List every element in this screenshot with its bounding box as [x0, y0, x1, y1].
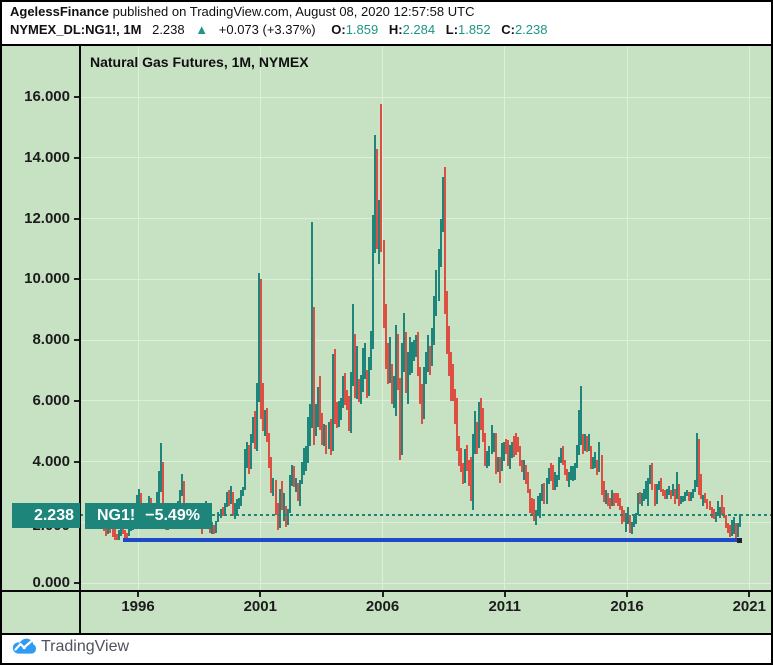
high-value: 2.284 [402, 22, 436, 37]
support-trend-line[interactable] [123, 538, 741, 543]
time-axis-line [0, 590, 773, 592]
price-axis-badge: 2.238 [12, 503, 80, 529]
chart-title: Natural Gas Futures, 1M, NYMEX [90, 54, 309, 70]
border-left [0, 0, 2, 665]
symbol-name: NYMEX_DL:NG1!, 1M [10, 22, 142, 37]
low-value: 1.852 [458, 22, 491, 37]
support-line-endpoint-handle[interactable] [737, 538, 742, 544]
footer-bar: TradingView [0, 635, 773, 663]
low-label: L: [445, 22, 459, 37]
border-bottom [0, 663, 773, 665]
high-label: H: [388, 22, 403, 37]
symbol-badge-change: −5.49% [145, 507, 200, 525]
tradingview-brand-text[interactable]: TradingView [41, 638, 130, 655]
border-right [771, 0, 773, 665]
border-top [0, 0, 773, 2]
up-arrow-icon: ▲ [195, 22, 209, 37]
close-label: C: [501, 22, 515, 37]
current-price-dashed-line [80, 514, 773, 517]
tradingview-logo-icon[interactable] [11, 637, 37, 661]
time-axis[interactable] [80, 591, 773, 633]
header-separator [0, 44, 773, 46]
symbol-info-line: NYMEX_DL:NG1!, 1M 2.238 ▲ +0.073 (+3.37%… [10, 22, 547, 37]
symbol-badge-name: NG1! [97, 507, 136, 525]
footer-separator [0, 633, 773, 635]
open-label: O: [331, 22, 346, 37]
published-text: published on TradingView.com, August 08,… [112, 4, 475, 19]
symbol-change-badge: NG1! −5.49% [85, 503, 212, 530]
author-name: AgelessFinance [10, 4, 109, 19]
change-value: +0.073 (+3.37%) [218, 22, 316, 37]
plot-left-border [79, 46, 81, 633]
open-value: 1.859 [345, 22, 379, 37]
last-price: 2.238 [152, 22, 185, 37]
close-value: 2.238 [514, 22, 548, 37]
attribution-line: AgelessFinance published on TradingView.… [10, 4, 474, 19]
